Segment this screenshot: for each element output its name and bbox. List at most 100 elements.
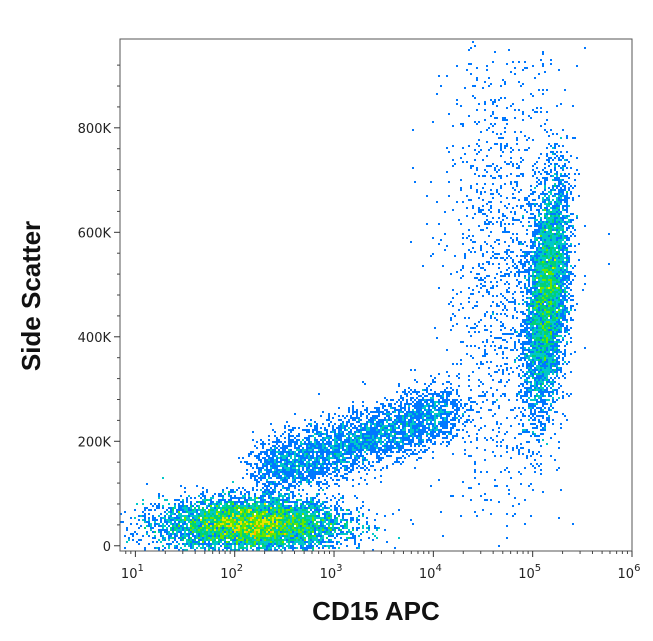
density-point [190, 531, 192, 533]
density-point [560, 285, 562, 287]
density-point [556, 333, 558, 335]
density-point [560, 321, 562, 323]
density-point [288, 545, 290, 547]
density-point [260, 499, 262, 501]
density-point [526, 309, 528, 311]
density-point [284, 535, 286, 537]
density-point [356, 443, 358, 445]
density-point [314, 505, 316, 507]
density-point [522, 349, 524, 351]
density-point [168, 535, 170, 537]
density-point [556, 263, 558, 265]
density-point [252, 535, 254, 537]
density-point [190, 505, 192, 507]
density-point [312, 529, 314, 531]
density-point [366, 415, 368, 417]
density-point [222, 517, 224, 519]
density-point [374, 525, 376, 527]
density-point [554, 275, 556, 277]
density-point [540, 429, 542, 431]
density-point [310, 501, 312, 503]
density-point [556, 277, 558, 279]
density-point [280, 523, 282, 525]
density-point [278, 531, 280, 533]
density-point [202, 547, 204, 549]
density-point [538, 343, 540, 345]
density-point [560, 327, 562, 329]
density-point [346, 533, 348, 535]
density-point [180, 531, 182, 533]
density-point [444, 437, 446, 439]
density-point [528, 403, 530, 405]
density-point [328, 545, 330, 547]
density-point [448, 433, 450, 435]
density-point [530, 385, 532, 387]
density-point [558, 189, 560, 191]
density-point [328, 535, 330, 537]
density-point [194, 523, 196, 525]
density-point [182, 505, 184, 507]
density-point [544, 225, 546, 227]
density-point [550, 345, 552, 347]
density-point [356, 437, 358, 439]
density-point [366, 449, 368, 451]
density-point [554, 259, 556, 261]
density-point [210, 531, 212, 533]
density-point [184, 531, 186, 533]
density-point [354, 537, 356, 539]
density-point [536, 273, 538, 275]
density-point [284, 461, 286, 463]
density-point [164, 547, 166, 549]
density-point [308, 531, 310, 533]
density-point [264, 513, 266, 515]
density-point [536, 357, 538, 359]
density-point [418, 391, 420, 393]
density-point [336, 523, 338, 525]
density-point [552, 223, 554, 225]
density-point [266, 509, 268, 511]
density-point [238, 497, 240, 499]
density-point [238, 505, 240, 507]
density-point [270, 497, 272, 499]
density-point [410, 429, 412, 431]
density-point [266, 505, 268, 507]
density-point [180, 501, 182, 503]
density-point [550, 275, 552, 277]
density-point [534, 433, 536, 435]
density-point [438, 435, 440, 437]
density-point [530, 395, 532, 397]
density-point [366, 467, 368, 469]
density-point [548, 271, 550, 273]
density-point [534, 261, 536, 263]
density-point [332, 519, 334, 521]
density-point [564, 201, 566, 203]
density-point [298, 521, 300, 523]
density-point [234, 537, 236, 539]
density-point [278, 519, 280, 521]
density-point [552, 247, 554, 249]
density-point [548, 237, 550, 239]
density-point [556, 219, 558, 221]
density-point [316, 539, 318, 541]
density-point [270, 493, 272, 495]
density-point [298, 539, 300, 541]
density-point [540, 307, 542, 309]
density-point [382, 405, 384, 407]
density-point [236, 509, 238, 511]
density-point [542, 233, 544, 235]
density-point [558, 213, 560, 215]
density-point [202, 543, 204, 545]
density-point [540, 227, 542, 229]
density-point [226, 487, 228, 489]
density-point [278, 495, 280, 497]
density-point [528, 323, 530, 325]
density-point [518, 333, 520, 335]
density-point [300, 519, 302, 521]
density-point [532, 319, 534, 321]
density-point [560, 167, 562, 169]
density-point [536, 291, 538, 293]
density-point [228, 545, 230, 547]
density-point [190, 541, 192, 543]
density-point [262, 511, 264, 513]
density-point [556, 193, 558, 195]
